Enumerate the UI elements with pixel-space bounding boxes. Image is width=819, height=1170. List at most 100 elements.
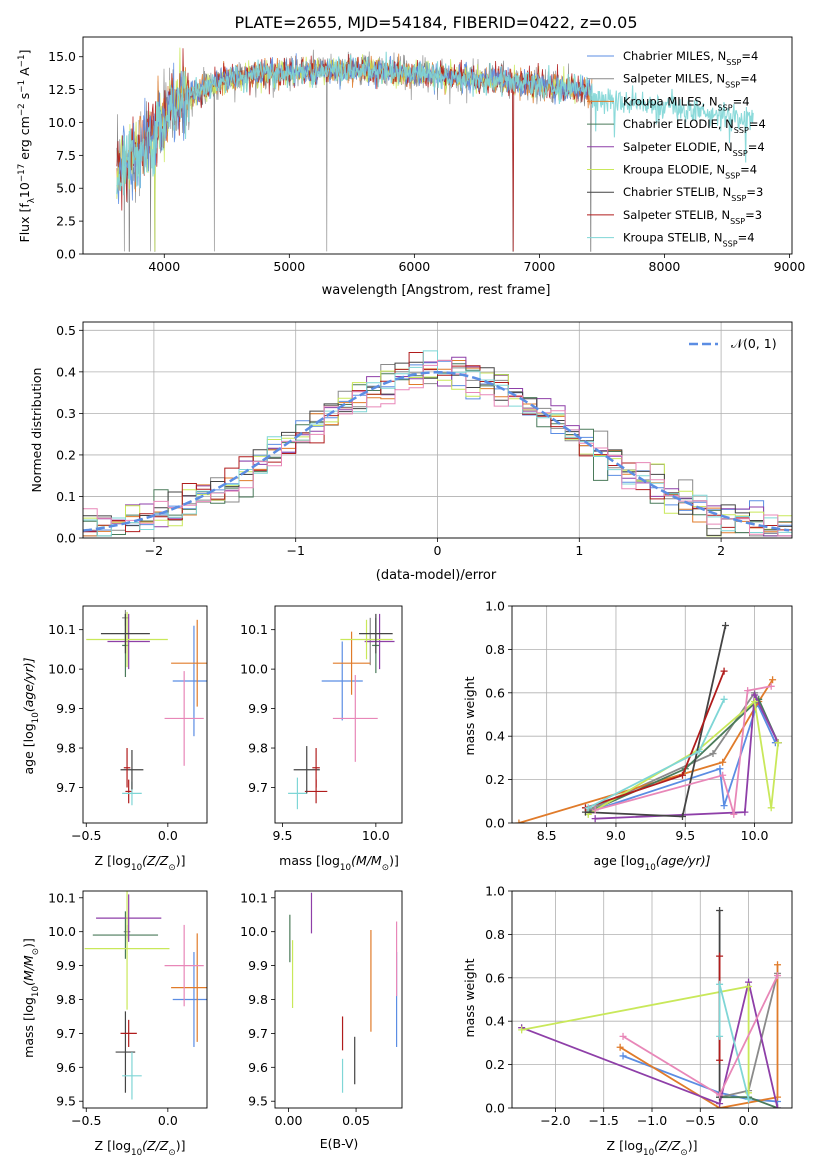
gaussian-reference <box>83 371 790 532</box>
weight-marker <box>716 1056 724 1064</box>
y-tick-label: 9.8 <box>248 992 268 1007</box>
errorbar-point <box>171 933 207 1042</box>
weight-marker <box>767 804 775 812</box>
errorbar-point <box>100 613 150 654</box>
x-tick-label: 9.5 <box>675 828 695 843</box>
x-tick-label: 4000 <box>148 259 180 274</box>
y-tick-label: 9.5 <box>248 1094 268 1109</box>
y-tick-label: 10.0 <box>240 662 268 677</box>
x-axis-label: Z [log10(Z/Z⊙)] <box>95 853 186 873</box>
errorbar-point <box>171 619 207 707</box>
errorbar-point <box>293 746 320 794</box>
weight-marker <box>716 765 724 773</box>
weight-marker <box>741 808 749 816</box>
y-axis-label: Normed distribution <box>29 368 44 493</box>
errorbar-point <box>92 911 159 959</box>
x-tick-label: −1.0 <box>637 1113 667 1128</box>
weight-marker <box>591 806 599 814</box>
y-tick-label: 9.8 <box>56 741 76 756</box>
errorbar-point <box>332 675 378 762</box>
y-tick-label: 9.8 <box>248 741 268 756</box>
axes-frame: 4000 5000 6000 7000 8000 9000 0.0 2.5 5.0 7.5 10.0… <box>48 36 806 274</box>
y-tick-label: 10.0 <box>48 662 76 677</box>
axes-frame: −0.5 0.0 9.5 9.6 9.7 9.8 9.9 10.0 10.1 <box>48 890 208 1128</box>
y-tick-label: 10.1 <box>48 890 76 905</box>
x-tick-label: −2.0 <box>540 1113 570 1128</box>
weight-marker <box>591 815 599 823</box>
x-tick-label: 0.0 <box>739 1113 759 1128</box>
y-tick-label: 9.7 <box>56 780 76 795</box>
errorbar-point <box>164 924 204 1007</box>
y-tick-label: 9.6 <box>56 1060 76 1075</box>
errorbar-point <box>123 748 131 788</box>
weight-marker <box>774 961 782 969</box>
weight-line <box>585 670 725 809</box>
x-tick-label: 6000 <box>398 259 430 274</box>
x-tick-label: 0.05 <box>342 1113 370 1128</box>
axes-mass-weight-vs-Z: −2.0 −1.5 −1.0 −0.5 0.0 0.0 0.2 0.4 0.6 0.8 1.0 <box>485 884 793 1128</box>
y-tick-label: 1.0 <box>485 599 505 614</box>
y-tick-label: 9.9 <box>56 958 76 973</box>
y-tick-label: 10.1 <box>240 622 268 637</box>
weight-marker <box>716 952 724 960</box>
weight-marker <box>619 1052 627 1060</box>
errorbar-point <box>84 891 170 1010</box>
legend-entry: Salpeter STELIB, NSSP=3 <box>623 208 762 226</box>
x-axis-label: (data-model)/error <box>376 568 497 583</box>
y-axis-label: mass weight <box>462 676 477 755</box>
errorbar-point <box>359 613 393 654</box>
weight-marker <box>616 1043 624 1051</box>
errorbar-point <box>86 611 168 668</box>
y-tick-label: 9.9 <box>248 958 268 973</box>
legend-entry: Kroupa MILES, NSSP=4 <box>623 94 750 112</box>
weight-marker <box>584 804 592 812</box>
legend-entry: Chabrier MILES, NSSP=4 <box>623 49 758 67</box>
y-tick-label: 9.7 <box>56 1026 76 1041</box>
axes-frame: −2 −1 0 1 2 0.0 0.1 0.2 0.3 0.4 0.5 <box>56 321 793 558</box>
x-tick-label: −0.5 <box>71 1113 101 1128</box>
x-tick-label: 2 <box>717 543 725 558</box>
x-tick-label: 9000 <box>774 259 806 274</box>
y-tick-label: 0.8 <box>485 927 505 942</box>
plot-area <box>515 622 782 823</box>
plot-area <box>86 609 207 806</box>
errorbar-point <box>288 777 307 810</box>
weight-marker <box>751 697 759 705</box>
y-tick-label: 9.5 <box>56 1094 76 1109</box>
axes-frame: 0.00 0.05 9.5 9.6 9.7 9.8 9.9 10.0 10.1 <box>240 890 403 1128</box>
errorbar-point <box>172 625 207 737</box>
axes-mass-weight-vs-age: 8.5 9.0 9.5 10.0 0.0 0.2 0.4 0.6 0.8 1.0 <box>485 599 793 843</box>
model-spectrum <box>116 51 754 196</box>
weight-marker <box>719 758 727 766</box>
x-tick-label: 8000 <box>649 259 681 274</box>
legend-entry: Salpeter ELODIE, NSSP=4 <box>623 140 765 158</box>
weight-line <box>587 698 725 809</box>
weight-marker <box>769 676 777 684</box>
x-tick-label: 9.5 <box>273 828 293 843</box>
axes-residuals: −2 −1 0 1 2 0.0 0.1 0.2 0.3 0.4 0.5 <box>56 321 793 558</box>
weight-marker <box>716 1100 724 1108</box>
axes-mass-vs-Z: −0.5 0.0 9.5 9.6 9.7 9.8 9.9 10.0 10.1 <box>48 890 208 1128</box>
weight-marker <box>719 771 727 779</box>
axes-border <box>274 605 403 824</box>
y-tick-label: 9.9 <box>56 701 76 716</box>
axes-border <box>274 890 403 1109</box>
weight-marker <box>518 1026 526 1034</box>
y-tick-label: 0.4 <box>56 364 76 379</box>
y-axis-label: mass weight <box>462 958 477 1037</box>
axes-frame: 9.5 10.0 9.7 9.8 9.9 10.0 10.1 <box>240 605 403 843</box>
y-tick-label: 0.4 <box>485 1014 505 1029</box>
legend-entry: Chabrier ELODIE, NSSP=4 <box>623 117 766 135</box>
y-tick-label: 0.0 <box>56 531 76 546</box>
weight-marker <box>716 907 724 915</box>
x-tick-label: −1 <box>286 543 304 558</box>
weight-marker <box>720 695 728 703</box>
weight-line <box>518 679 774 823</box>
residual-histogram <box>83 359 792 537</box>
axes-frame: −2.0 −1.5 −1.0 −0.5 0.0 0.0 0.2 0.4 0.6 0.8 1.0 <box>485 884 793 1128</box>
y-tick-label: 10.0 <box>48 115 76 130</box>
legend-entry: 𝒩(0, 1) <box>731 336 777 351</box>
y-tick-label: 0.0 <box>485 1101 505 1116</box>
x-tick-label: 5000 <box>273 259 305 274</box>
weight-marker <box>678 812 686 820</box>
